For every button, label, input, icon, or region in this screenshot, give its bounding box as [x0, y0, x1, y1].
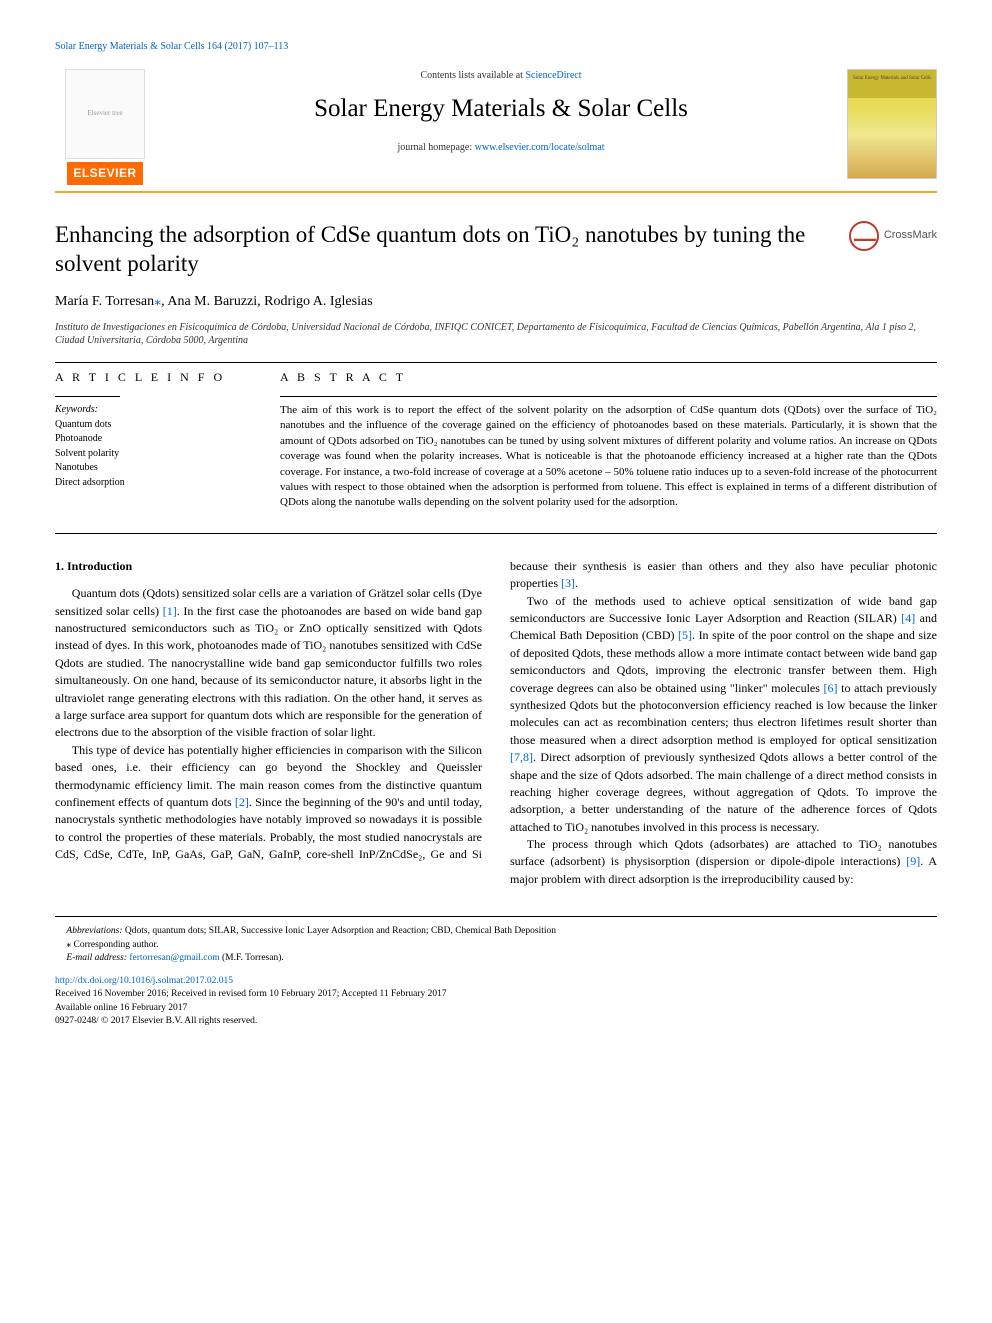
abstract-text: The aim of this work is to report the ef… — [280, 403, 937, 511]
body-text: . Direct adsorption of previously synthe… — [510, 750, 937, 834]
keyword-item: Direct adsorption — [55, 476, 262, 491]
corr-text: Corresponding author. — [71, 940, 158, 950]
doi-link[interactable]: http://dx.doi.org/10.1016/j.solmat.2017.… — [55, 976, 233, 986]
separator-rule — [55, 362, 937, 363]
separator-rule — [55, 533, 937, 534]
affiliation: Instituto de Investigaciones en Fisicoqu… — [55, 321, 937, 348]
doi-line: http://dx.doi.org/10.1016/j.solmat.2017.… — [55, 975, 937, 988]
title-row: Enhancing the adsorption of CdSe quantum… — [55, 221, 937, 279]
citation-link[interactable]: Solar Energy Materials & Solar Cells 164… — [55, 41, 288, 52]
body-text: . In the first case the photoanodes are … — [55, 604, 482, 740]
info-rule — [55, 396, 120, 397]
ref-link[interactable]: [3] — [561, 576, 575, 590]
email-suffix: (M.F. Torresan). — [220, 953, 284, 963]
author-primary: María F. Torresan — [55, 294, 154, 309]
article-info-heading: A R T I C L E I N F O — [55, 369, 262, 386]
keyword-item: Photoanode — [55, 432, 262, 447]
crossmark-icon — [849, 221, 879, 251]
sciencedirect-link[interactable]: ScienceDirect — [525, 70, 581, 81]
journal-homepage-line: journal homepage: www.elsevier.com/locat… — [165, 141, 837, 156]
section-heading: 1. Introduction — [55, 558, 482, 575]
abbrev-label: Abbreviations: — [66, 926, 122, 936]
email-line: E-mail address: fertorresan@gmail.com (M… — [55, 952, 937, 965]
keyword-item: Solvent polarity — [55, 447, 262, 462]
homepage-link[interactable]: www.elsevier.com/locate/solmat — [475, 142, 605, 153]
header-middle: Contents lists available at ScienceDirec… — [155, 69, 847, 156]
keyword-item: Nanotubes — [55, 461, 262, 476]
keywords-label: Keywords: — [55, 403, 262, 418]
body-text: . — [575, 576, 578, 590]
journal-cover-thumbnail: Solar Energy Materials and Solar Cells — [847, 69, 937, 179]
abstract-column: A B S T R A C T The aim of this work is … — [280, 369, 937, 511]
ref-link[interactable]: [2] — [235, 795, 249, 809]
email-link[interactable]: fertorresan@gmail.com — [129, 953, 219, 963]
ref-link[interactable]: [9] — [906, 854, 920, 868]
body-text: The process through which Qdots (adsorba… — [510, 837, 937, 868]
elsevier-tree-icon: Elsevier tree — [65, 69, 145, 159]
article-title: Enhancing the adsorption of CdSe quantum… — [55, 221, 849, 279]
contents-prefix: Contents lists available at — [420, 70, 525, 81]
authors-line: María F. Torresan⁎, Ana M. Baruzzi, Rodr… — [55, 292, 937, 312]
crossmark-text: CrossMark — [884, 228, 937, 244]
crossmark-badge[interactable]: CrossMark — [849, 221, 937, 251]
email-label: E-mail address: — [66, 953, 129, 963]
elsevier-label: ELSEVIER — [67, 162, 142, 185]
cover-title-text: Solar Energy Materials and Solar Cells — [848, 70, 936, 98]
body-columns: 1. Introduction Quantum dots (Qdots) sen… — [55, 558, 937, 888]
contents-line: Contents lists available at ScienceDirec… — [165, 69, 837, 84]
citation-header: Solar Energy Materials & Solar Cells 164… — [55, 40, 937, 55]
ref-link[interactable]: [4] — [901, 611, 915, 625]
body-paragraph: Two of the methods used to achieve optic… — [510, 593, 937, 836]
copyright-line: 0927-0248/ © 2017 Elsevier B.V. All righ… — [55, 1015, 937, 1028]
keyword-item: Quantum dots — [55, 418, 262, 433]
ref-link[interactable]: [7,8] — [510, 750, 533, 764]
authors-rest: , Ana M. Baruzzi, Rodrigo A. Iglesias — [161, 294, 373, 309]
abstract-rule-top — [280, 396, 937, 397]
abbreviations-line: Abbreviations: Qdots, quantum dots; SILA… — [55, 925, 937, 938]
homepage-prefix: journal homepage: — [397, 142, 474, 153]
received-line: Received 16 November 2016; Received in r… — [55, 988, 937, 1001]
body-paragraph: Quantum dots (Qdots) sensitized solar ce… — [55, 585, 482, 742]
footer-block: Abbreviations: Qdots, quantum dots; SILA… — [55, 916, 937, 1028]
online-line: Available online 16 February 2017 — [55, 1002, 937, 1015]
ref-link[interactable]: [6] — [824, 681, 838, 695]
body-text: Two of the methods used to achieve optic… — [510, 594, 937, 625]
abbrev-text: Qdots, quantum dots; SILAR, Successive I… — [123, 926, 557, 936]
article-info-column: A R T I C L E I N F O Keywords: Quantum … — [55, 369, 280, 511]
abstract-heading: A B S T R A C T — [280, 369, 937, 386]
journal-header: Elsevier tree ELSEVIER Contents lists av… — [55, 69, 937, 193]
ref-link[interactable]: [1] — [163, 604, 177, 618]
ref-link[interactable]: [5] — [678, 628, 692, 642]
journal-name: Solar Energy Materials & Solar Cells — [165, 91, 837, 127]
info-abstract-row: A R T I C L E I N F O Keywords: Quantum … — [55, 369, 937, 511]
publisher-logo-block: Elsevier tree ELSEVIER — [55, 69, 155, 185]
body-paragraph: The process through which Qdots (adsorba… — [510, 836, 937, 888]
corresponding-author-line: ⁎ Corresponding author. — [55, 939, 937, 952]
